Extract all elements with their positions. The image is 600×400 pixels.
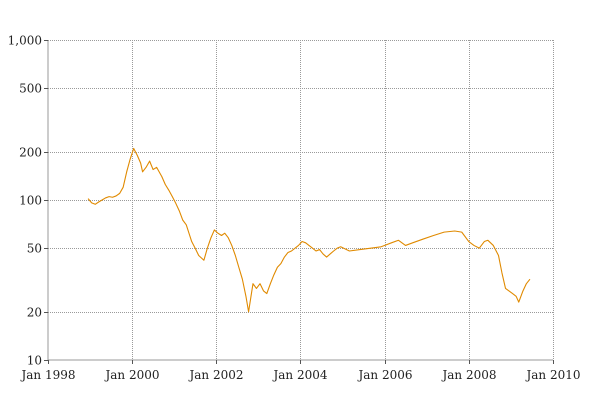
x-tick-label: Jan 1998 — [19, 368, 75, 382]
x-tick-label: Jan 2004 — [271, 368, 327, 382]
series-group — [87, 147, 531, 313]
y-tick-label: 50 — [27, 242, 42, 256]
y-tick-label: 10 — [27, 354, 42, 368]
y-tick-label: 500 — [19, 82, 42, 96]
y-tick-label: 1,000 — [8, 34, 42, 48]
y-tick-label: 100 — [19, 194, 42, 208]
x-tick-label: Jan 2010 — [524, 368, 580, 382]
x-tick-label: Jan 2000 — [103, 368, 159, 382]
series-line — [87, 147, 531, 313]
x-tick-label: Jan 2002 — [187, 368, 243, 382]
x-tick-label: Jan 2008 — [440, 368, 496, 382]
y-axis-ticks: 10 20 50 100 200 500 1,000 — [8, 34, 48, 368]
x-axis-ticks: Jan 1998 Jan 2000 Jan 2002 Jan 2004 Jan 2006… — [19, 360, 581, 382]
y-tick-label: 20 — [27, 306, 42, 320]
x-tick-label: Jan 2006 — [356, 368, 412, 382]
y-tick-label: 200 — [19, 146, 42, 160]
gridlines — [48, 40, 554, 360]
